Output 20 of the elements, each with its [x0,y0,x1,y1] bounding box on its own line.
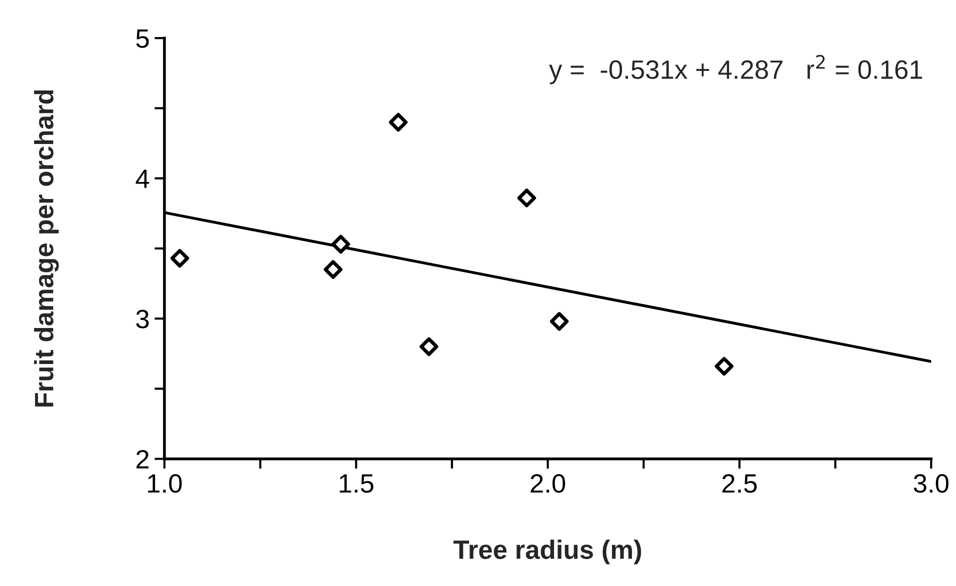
x-tick-label: 1.0 [148,474,182,493]
x-tick-label: 2.0 [530,474,566,493]
y-axis-title: Fruit damage per orchard [34,90,59,407]
point [331,234,350,254]
point [550,312,569,331]
point [388,112,408,132]
point [420,337,438,356]
point [714,356,734,376]
annotation: y = -0.531x + 4.287 r$^{2}$ = 0.161 [549,54,922,84]
point [324,260,342,279]
y-tick-label: 5 [136,29,149,48]
y-tick-label: 2 [136,450,149,468]
point [517,188,536,208]
x-axis-title: Tree radius (m) [453,540,642,564]
y-tick-label: 4 [136,170,150,188]
point [170,248,190,268]
x-tick-label: 3.0 [914,474,948,493]
y-tick-label: 3 [136,310,149,328]
x-tick-label: 1.5 [340,474,374,493]
x-tick-label: 2.5 [722,474,757,493]
